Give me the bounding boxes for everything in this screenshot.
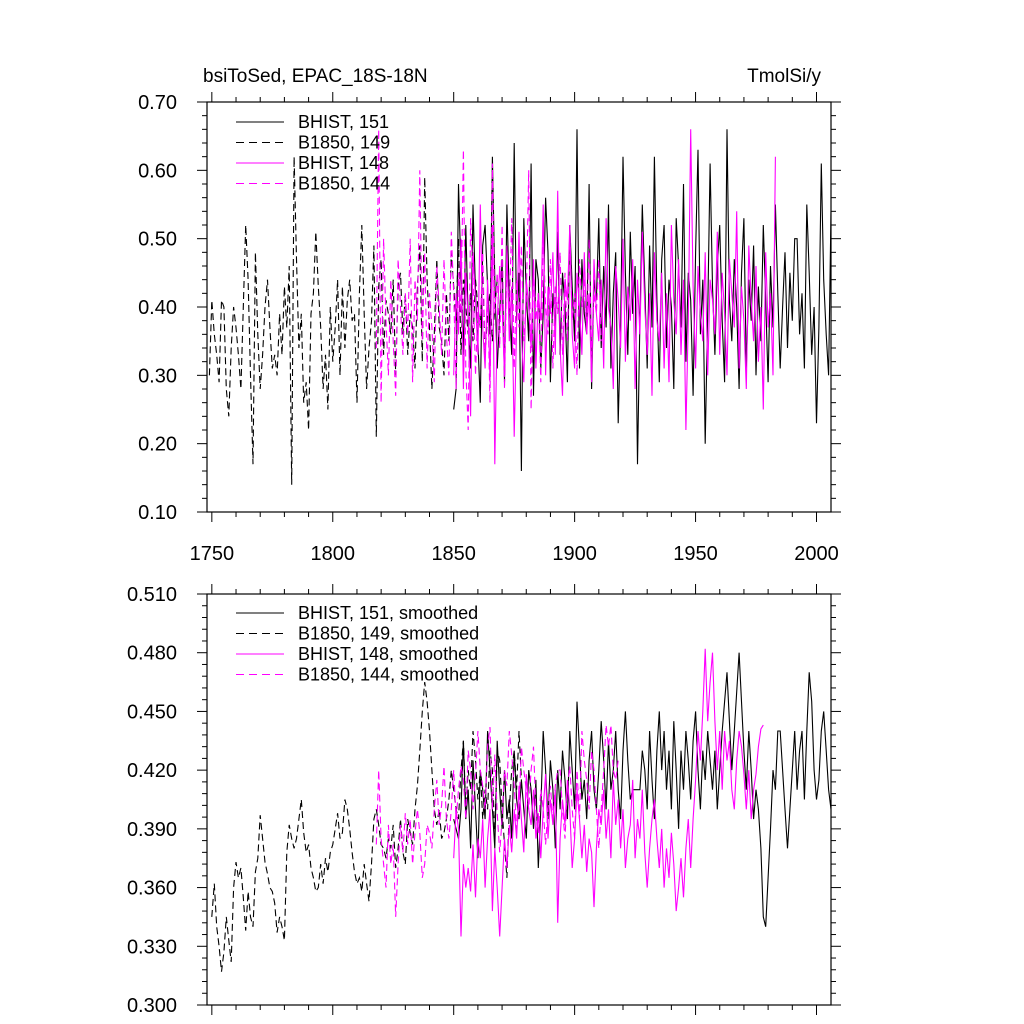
y-tick-label: 0.10 xyxy=(138,502,177,524)
legend-label: B1850, 149, smoothed xyxy=(298,624,479,644)
x-tick-label: 1800 xyxy=(311,543,356,565)
legend-label: B1850, 144, smoothed xyxy=(298,665,479,685)
x-tick-label: 1750 xyxy=(190,543,235,565)
legend-label: B1850, 149 xyxy=(298,133,390,153)
series-line xyxy=(375,129,602,431)
x-tick-label: 1900 xyxy=(552,543,597,565)
y-tick-label: 0.60 xyxy=(138,160,177,182)
series-line xyxy=(375,725,619,917)
y-tick-label: 0.50 xyxy=(138,229,177,251)
bottom-chart-panel: 0.300 0.330 0.360 0.390 0.420 0.450 0.480 0.510… xyxy=(127,584,841,1017)
legend-label: BHIST, 151 xyxy=(298,112,389,132)
x-tick-label: 1850 xyxy=(431,543,476,565)
series-line xyxy=(453,648,764,937)
y-tick-label: 0.420 xyxy=(127,760,177,782)
x-tick-label: 1950 xyxy=(673,543,718,565)
series-line xyxy=(211,682,522,972)
series-line xyxy=(453,129,776,465)
legend-label: BHIST, 148 xyxy=(298,153,389,173)
y-tick-label: 0.480 xyxy=(127,643,177,665)
series-line xyxy=(453,652,831,927)
series-line xyxy=(208,156,498,485)
plot-frame xyxy=(206,593,832,1006)
y-tick-label: 0.510 xyxy=(127,584,177,606)
series-group xyxy=(208,129,831,485)
y-tick-label: 0.450 xyxy=(127,701,177,723)
y-tick-label: 0.300 xyxy=(127,995,177,1017)
y-tick-label: 0.390 xyxy=(127,819,177,841)
legend-label: B1850, 144 xyxy=(298,174,390,194)
y-tick-label: 0.20 xyxy=(138,434,177,456)
y-tick-label: 0.360 xyxy=(127,878,177,900)
y-tick-label: 0.70 xyxy=(138,92,177,114)
x-tick-label: 2000 xyxy=(794,543,839,565)
chart-units-label: TmolSi/y xyxy=(747,66,821,87)
y-tick-label: 0.30 xyxy=(138,365,177,387)
series-group xyxy=(211,648,831,972)
top-chart-panel: bsiToSed, EPAC_18S-18N TmolSi/y 1750 1800… xyxy=(138,66,841,565)
y-tick-label: 0.40 xyxy=(138,297,177,319)
legend-label: BHIST, 151, smoothed xyxy=(298,603,478,623)
y-tick-label: 0.330 xyxy=(127,936,177,958)
chart-title: bsiToSed, EPAC_18S-18N xyxy=(203,66,428,87)
legend-label: BHIST, 148, smoothed xyxy=(298,644,478,664)
